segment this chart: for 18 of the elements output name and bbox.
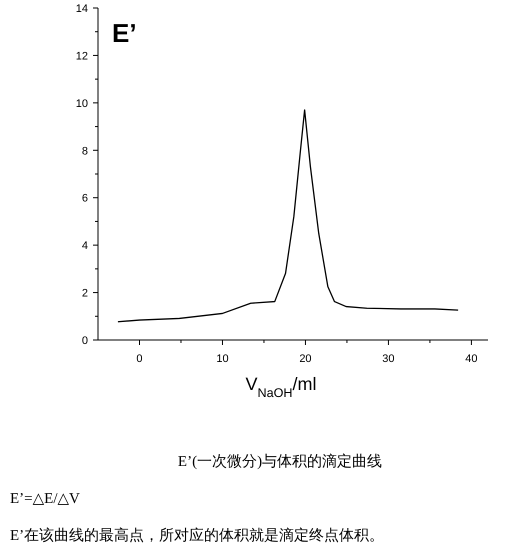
y-tick-label: 2: [82, 288, 88, 300]
text: E’=△E/△V: [10, 491, 80, 507]
text: E’(一次微分)与体积的滴定曲线: [178, 453, 382, 470]
x-tick-label: 10: [216, 353, 229, 365]
x-tick-label: 40: [465, 353, 478, 365]
y-tick-label: 14: [76, 3, 88, 15]
x-tick-label: 30: [382, 353, 395, 365]
y-tick-label: 6: [82, 192, 88, 205]
y-tick-label: 4: [82, 240, 88, 252]
text: E’在该曲线的最高点，所对应的体积就是滴定终点体积。: [10, 527, 384, 544]
y-tick-label: 12: [76, 50, 88, 62]
x-tick-label: 20: [299, 353, 312, 365]
x-tick-label: 0: [136, 353, 143, 365]
chart-title: E’: [112, 18, 137, 48]
x-axis-title: V$_{NaOH}$/ml: [245, 374, 317, 400]
y-tick-label: 0: [82, 335, 88, 347]
y-tick-label: 10: [76, 98, 88, 110]
y-tick-label: 8: [82, 145, 88, 158]
